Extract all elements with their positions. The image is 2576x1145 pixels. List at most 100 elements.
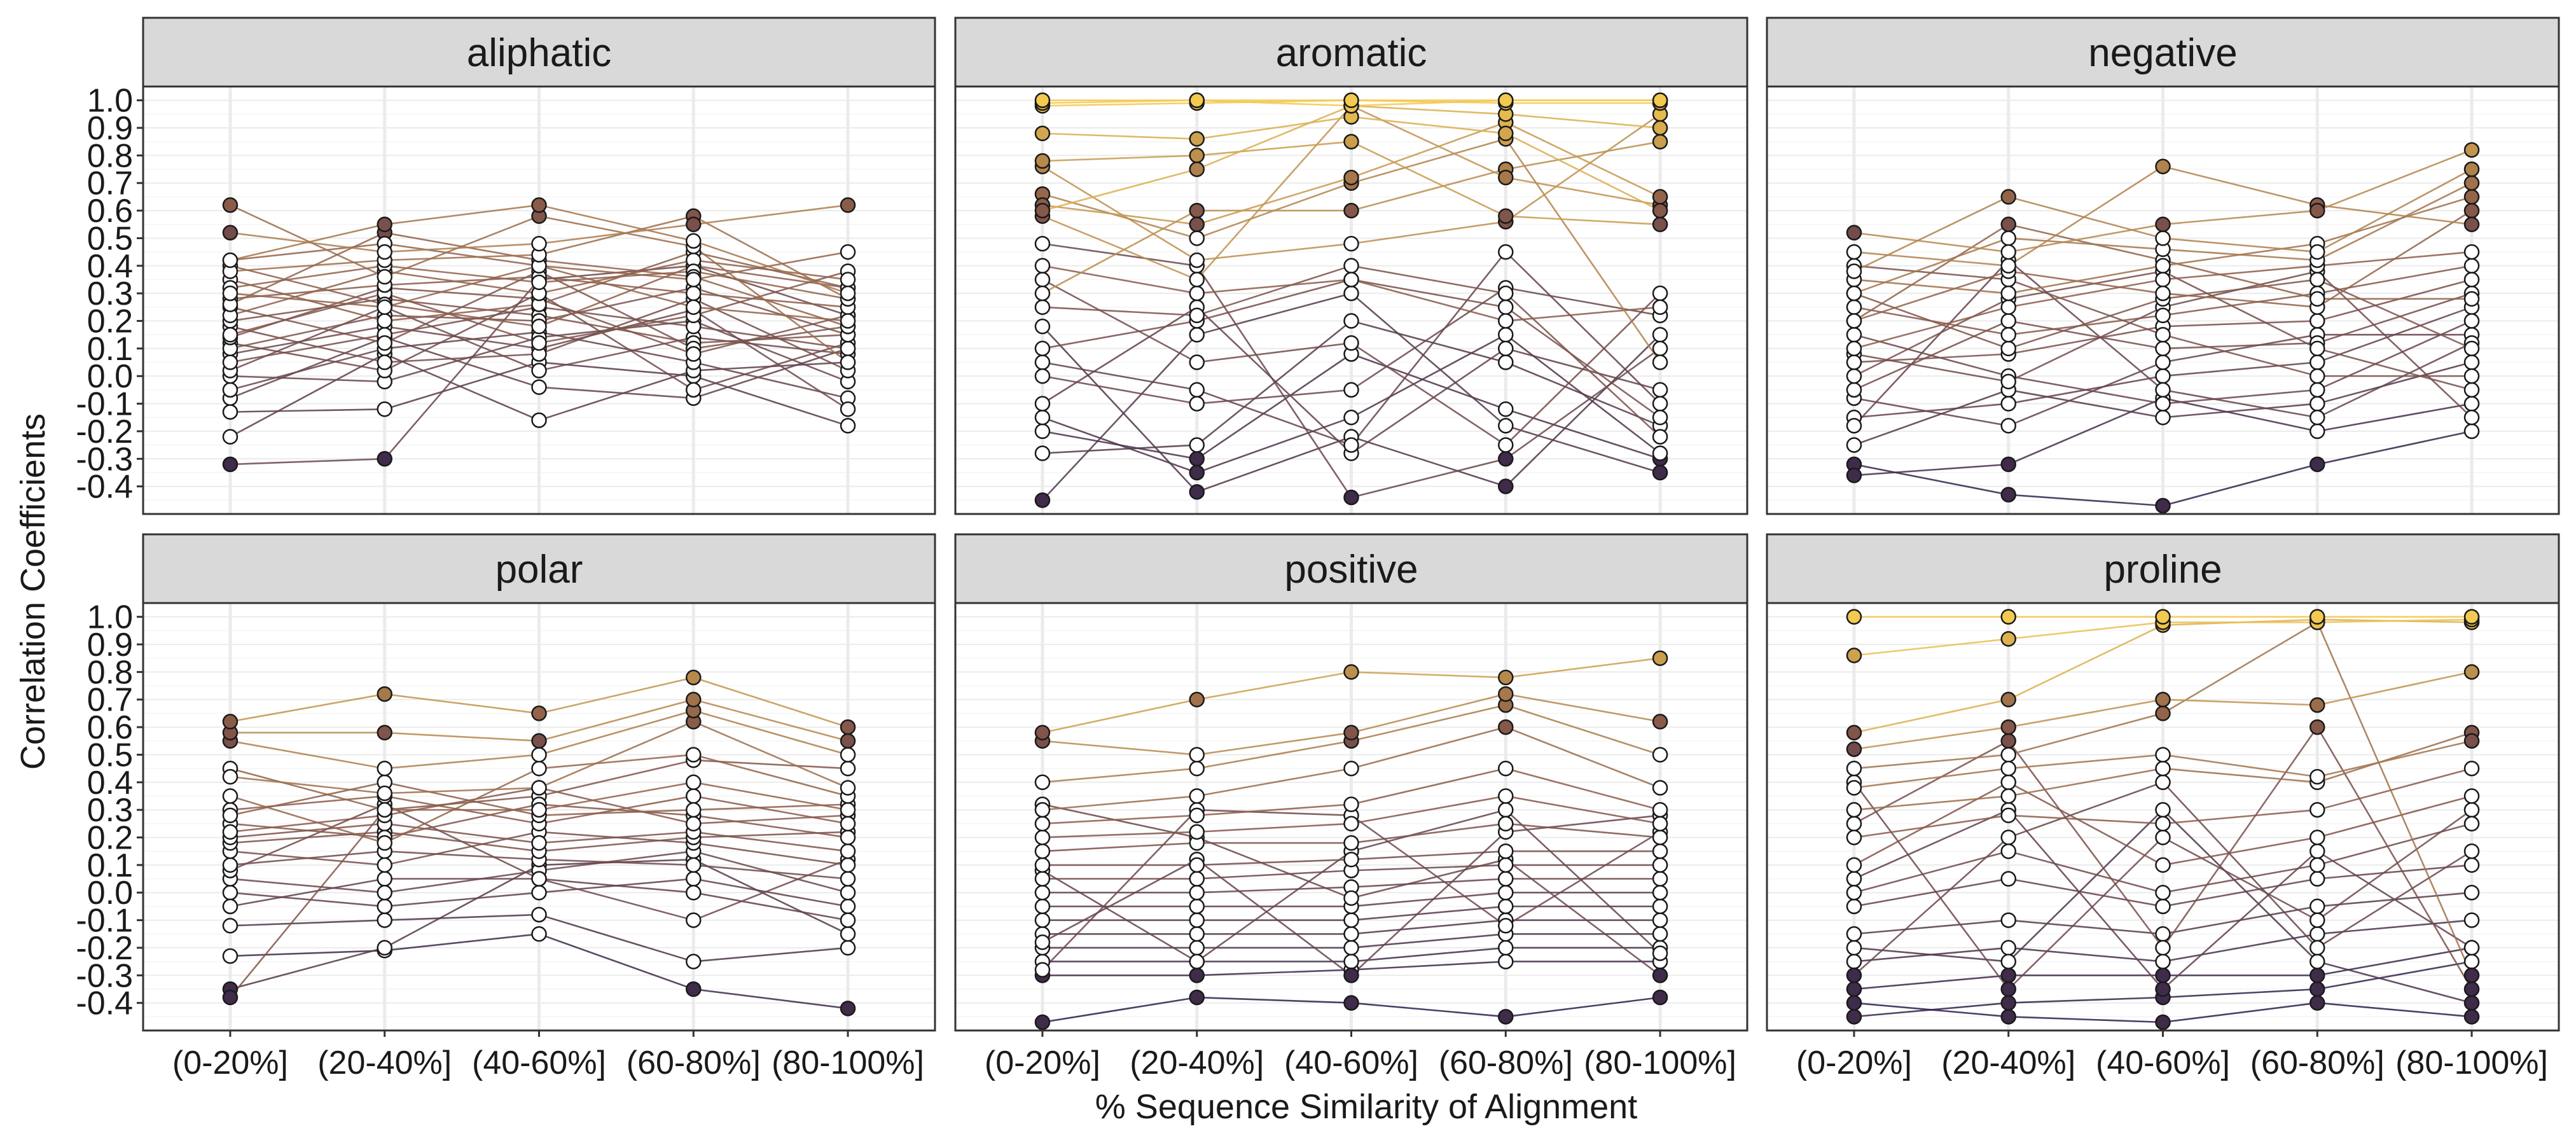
data-point (1653, 968, 1667, 982)
data-point (1847, 648, 1861, 662)
data-point (223, 405, 237, 419)
data-point (1847, 369, 1861, 383)
data-point (2002, 632, 2016, 646)
data-point (1190, 397, 1204, 411)
data-point (2002, 259, 2016, 273)
data-point (841, 1001, 855, 1015)
x-tick-label: (20-40%] (1130, 1044, 1264, 1081)
data-point (223, 770, 237, 784)
data-point (841, 286, 855, 300)
x-tick-label: (0-20%] (1796, 1044, 1912, 1081)
data-point (841, 844, 855, 858)
data-point (1499, 452, 1513, 466)
data-point (532, 198, 546, 212)
data-point (1847, 885, 1861, 899)
data-point (2002, 342, 2016, 356)
data-point (2465, 272, 2479, 286)
data-point (1499, 687, 1513, 701)
data-point (532, 836, 546, 850)
data-point (532, 872, 546, 886)
data-point (378, 300, 392, 314)
data-point (2156, 259, 2170, 273)
data-point (841, 419, 855, 433)
data-point (1035, 872, 1049, 886)
data-point (2002, 218, 2016, 232)
data-point (2465, 143, 2479, 157)
data-point (2465, 204, 2479, 218)
data-point (1653, 328, 1667, 342)
data-point (2156, 342, 2170, 356)
data-point (2002, 375, 2016, 389)
data-point (2310, 397, 2324, 411)
data-point (1345, 336, 1359, 350)
data-point (1345, 891, 1359, 905)
data-point (532, 927, 546, 941)
data-point (2465, 913, 2479, 927)
data-point (2465, 190, 2479, 204)
data-point (378, 270, 392, 284)
data-point (223, 226, 237, 240)
data-point (1653, 831, 1667, 845)
data-point (1499, 300, 1513, 314)
data-point (1653, 190, 1667, 204)
data-point (1345, 410, 1359, 424)
data-point (2310, 369, 2324, 383)
data-point (2156, 397, 2170, 411)
data-point (1847, 781, 1861, 795)
data-point (532, 885, 546, 899)
data-point (2465, 734, 2479, 748)
data-point (2156, 1015, 2170, 1029)
data-point (1499, 858, 1513, 872)
data-point (841, 761, 855, 775)
data-point (1190, 94, 1204, 108)
data-point (1653, 947, 1667, 961)
data-point (1653, 383, 1667, 397)
data-point (532, 413, 546, 427)
data-point (1035, 913, 1049, 927)
data-point (1345, 797, 1359, 811)
data-point (1345, 286, 1359, 300)
data-point (223, 383, 237, 397)
data-point (1190, 825, 1204, 839)
data-point (1190, 941, 1204, 955)
data-point (1190, 858, 1204, 872)
data-point (686, 803, 700, 817)
data-point (2465, 955, 2479, 969)
x-tick-label: (80-100%] (1584, 1044, 1736, 1081)
data-point (2156, 761, 2170, 775)
data-point (686, 955, 700, 969)
facet-panel-positive: positive(0-20%] (20-40%] (40-60%] (60-80%](… (955, 534, 1747, 1081)
data-point (2310, 872, 2324, 886)
data-point (1499, 245, 1513, 259)
data-point (1190, 968, 1204, 982)
data-point (2465, 356, 2479, 370)
data-point (2002, 457, 2016, 471)
data-point (841, 913, 855, 927)
data-point (841, 858, 855, 872)
data-point (2465, 314, 2479, 328)
data-point (1190, 466, 1204, 480)
data-point (2465, 397, 2479, 411)
data-point (378, 836, 392, 850)
data-point (2310, 272, 2324, 286)
data-point (2156, 286, 2170, 300)
data-point (1035, 356, 1049, 370)
data-point (2156, 775, 2170, 789)
data-point (2156, 803, 2170, 817)
data-point (1345, 726, 1359, 740)
facet-panel-aromatic: aromatic (955, 18, 1747, 514)
data-point (2465, 803, 2479, 817)
data-point (2156, 356, 2170, 370)
data-point (1345, 94, 1359, 108)
data-point (2002, 844, 2016, 858)
data-point (686, 286, 700, 300)
data-point (1190, 309, 1204, 323)
data-point (841, 720, 855, 734)
data-point (686, 913, 700, 927)
data-point (686, 383, 700, 397)
data-point (2310, 968, 2324, 982)
data-point (2465, 665, 2479, 679)
data-point (378, 452, 392, 466)
data-point (841, 803, 855, 817)
data-point (1499, 480, 1513, 494)
